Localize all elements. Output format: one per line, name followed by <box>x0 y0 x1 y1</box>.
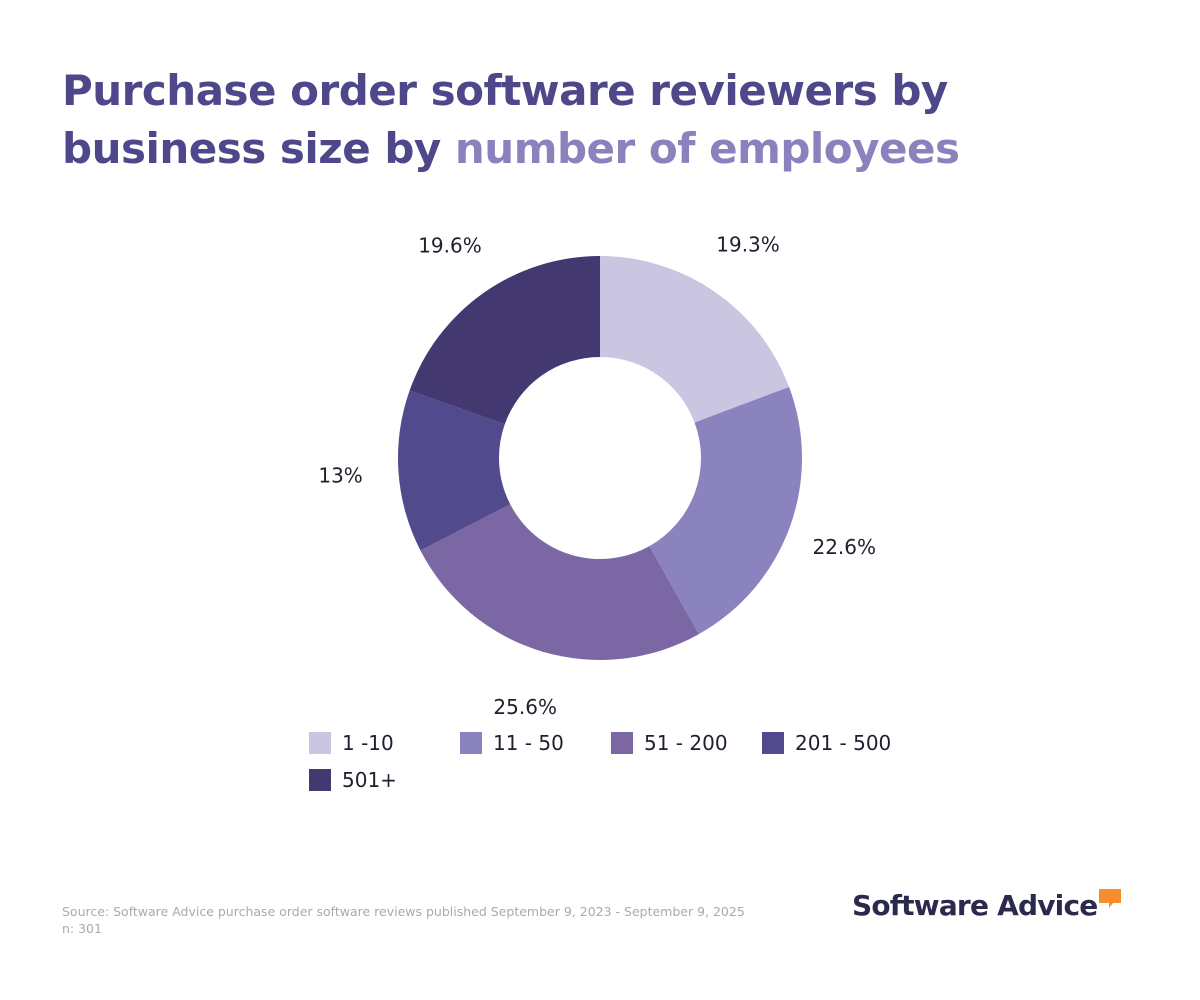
legend-label: 501+ <box>342 768 397 792</box>
legend-swatch <box>309 732 331 754</box>
legend-item: 1 -10 <box>309 731 460 755</box>
chart-legend: 1 -10 11 - 50 51 - 200 201 - 500 501+ <box>309 731 929 792</box>
chart-title: Purchase order software reviewers by bus… <box>62 62 1162 178</box>
legend-label: 1 -10 <box>342 731 394 755</box>
slice-value-label: 25.6% <box>493 695 557 719</box>
legend-item: 51 - 200 <box>611 731 762 755</box>
donut-slice-4 <box>397 390 511 551</box>
source-note: Source: Software Advice purchase order s… <box>62 903 745 937</box>
legend-swatch <box>460 732 482 754</box>
legend-item: 201 - 500 <box>762 731 913 755</box>
legend-item: 11 - 50 <box>460 731 611 755</box>
slice-value-label: 13% <box>318 464 362 488</box>
source-text: Source: Software Advice purchase order s… <box>62 904 745 919</box>
donut-slice-5 <box>409 255 600 425</box>
speech-bubble-icon <box>1099 889 1122 908</box>
legend-label: 201 - 500 <box>795 731 892 755</box>
legend-swatch <box>611 732 633 754</box>
chart-title-accent: number of employees <box>454 124 960 173</box>
chart-title-main: Purchase order software reviewers by bus… <box>62 66 948 173</box>
legend-label: 51 - 200 <box>644 731 728 755</box>
slice-value-label: 22.6% <box>812 535 876 559</box>
donut-slice-3 <box>420 504 699 660</box>
legend-item: 501+ <box>309 768 460 792</box>
slice-value-label: 19.6% <box>418 234 482 258</box>
logo-text: Software Advice <box>852 889 1098 922</box>
legend-swatch <box>309 769 331 791</box>
donut-slice-2 <box>649 386 803 635</box>
software-advice-logo: Software Advice <box>852 886 1122 926</box>
legend-swatch <box>762 732 784 754</box>
legend-label: 11 - 50 <box>493 731 564 755</box>
sample-size: n: 301 <box>62 921 102 936</box>
slice-value-label: 19.3% <box>716 232 780 256</box>
donut-slice-1 <box>600 256 790 423</box>
